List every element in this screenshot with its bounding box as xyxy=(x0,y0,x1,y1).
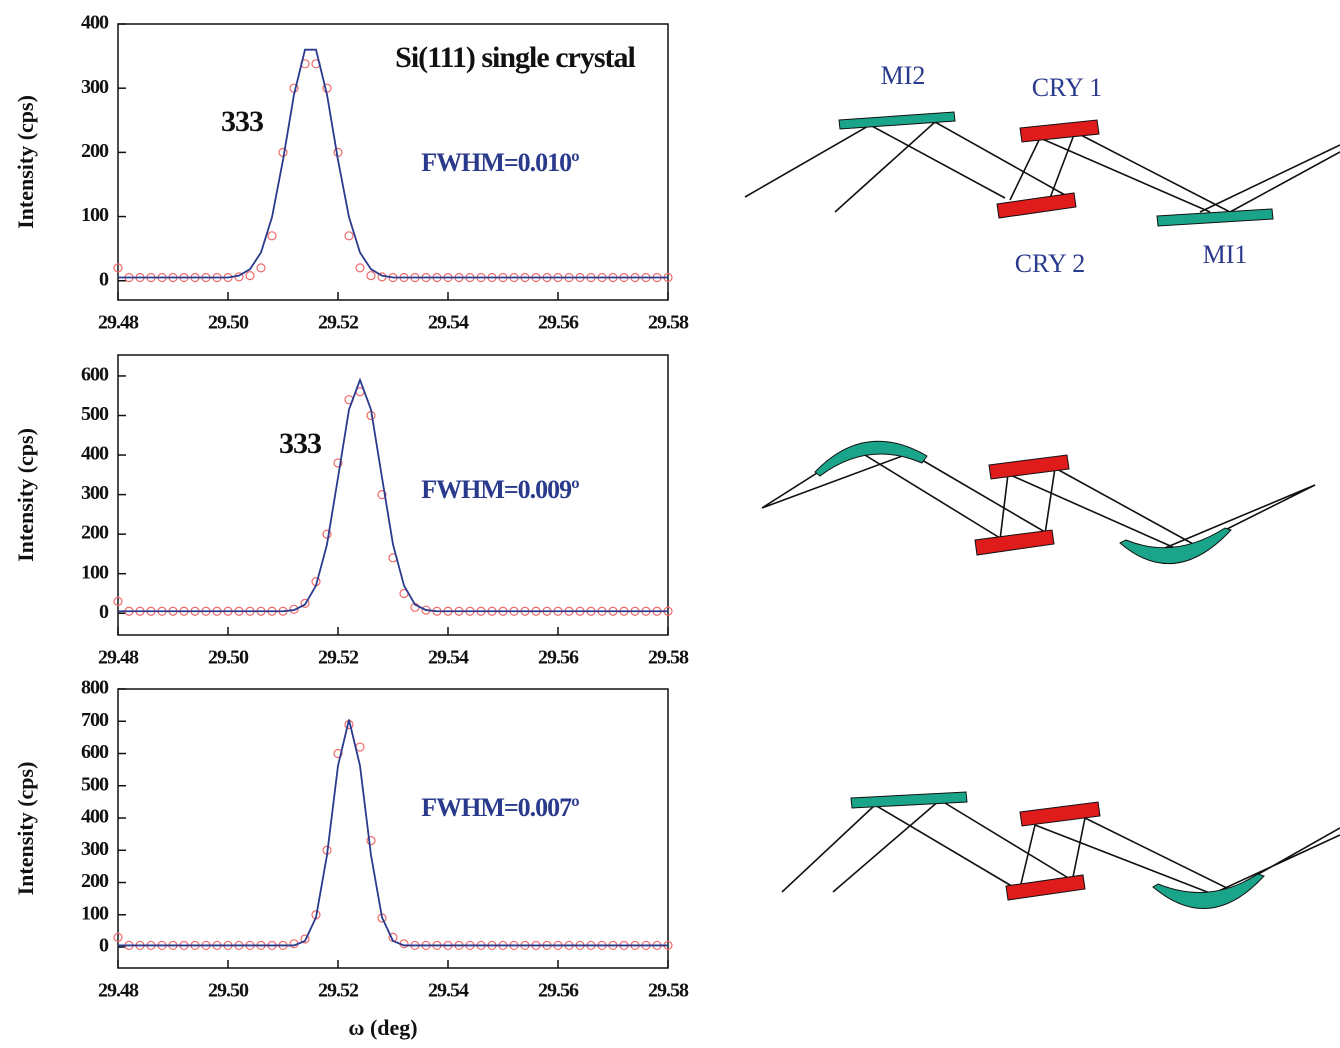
annotation: FWHM=0.009º xyxy=(421,475,579,504)
y-tick-label: 500 xyxy=(81,403,109,425)
data-point xyxy=(377,490,387,500)
data-point xyxy=(113,932,123,942)
crystal xyxy=(974,529,1055,556)
mirror xyxy=(1156,208,1274,227)
y-tick-label: 300 xyxy=(81,482,109,504)
beam-path xyxy=(761,451,1316,551)
crystal xyxy=(1005,874,1086,901)
x-tick-label: 29.50 xyxy=(208,980,249,1002)
y-tick-label: 0 xyxy=(99,935,109,957)
diagram-label: MI2 xyxy=(881,61,926,90)
y-tick-label: 500 xyxy=(81,773,109,795)
y-tick-label: 400 xyxy=(81,806,109,828)
y-tick-label: 600 xyxy=(81,364,109,386)
x-tick-label: 29.48 xyxy=(98,647,139,669)
data-point xyxy=(333,748,343,759)
y-axis-label: Intensity (cps) xyxy=(13,762,38,896)
data-point xyxy=(113,596,123,606)
y-tick-label: 400 xyxy=(81,12,109,34)
x-tick-label: 29.54 xyxy=(428,980,469,1002)
optics-diagram-flat: MI2 CRY 1 CRY 2 MI1 xyxy=(744,61,1340,278)
data-point xyxy=(333,458,343,468)
x-tick-label: 29.48 xyxy=(98,980,139,1002)
x-tick-label: 29.58 xyxy=(648,647,689,669)
x-tick-label: 29.56 xyxy=(538,980,579,1002)
crystal xyxy=(988,454,1070,480)
diagram-label: CRY 1 xyxy=(1032,73,1103,102)
fit-line xyxy=(118,719,668,947)
data-point xyxy=(355,742,365,752)
data-point xyxy=(289,604,299,614)
y-tick-label: 0 xyxy=(99,268,109,290)
x-tick-label: 29.58 xyxy=(648,312,689,334)
annotation: 333 xyxy=(279,427,321,460)
data-point xyxy=(366,835,376,846)
x-tick-label: 29.54 xyxy=(428,647,469,669)
x-tick-label: 29.52 xyxy=(318,312,359,334)
plot-frame xyxy=(117,354,669,636)
y-tick-label: 200 xyxy=(81,522,109,544)
y-tick-label: 200 xyxy=(81,870,109,892)
x-tick-label: 29.56 xyxy=(538,647,579,669)
x-tick-label: 29.48 xyxy=(98,312,139,334)
crystal xyxy=(1019,119,1100,143)
annotation: 333 xyxy=(221,105,263,138)
optics-diagram-mixed xyxy=(781,791,1340,909)
x-tick-label: 29.52 xyxy=(318,647,359,669)
y-tick-label: 300 xyxy=(81,838,109,860)
y-tick-label: 200 xyxy=(81,140,109,162)
annotation: FWHM=0.007º xyxy=(421,793,579,822)
x-tick-label: 29.58 xyxy=(648,980,689,1002)
data-point xyxy=(245,271,255,281)
mirror xyxy=(814,440,928,477)
x-tick-label: 29.56 xyxy=(538,312,579,334)
annotation: Si(111) single crystal xyxy=(395,41,635,74)
data-point xyxy=(113,263,123,273)
y-tick-label: 700 xyxy=(81,709,109,731)
mirror xyxy=(850,791,968,809)
y-tick-label: 100 xyxy=(81,561,109,583)
y-axis-label: Intensity (cps) xyxy=(13,428,38,562)
annotation: FWHM=0.010º xyxy=(421,148,579,177)
y-tick-label: 100 xyxy=(81,204,109,226)
fit-line xyxy=(118,377,668,613)
x-tick-label: 29.50 xyxy=(208,312,249,334)
fit-line xyxy=(118,48,668,279)
x-tick-label: 29.50 xyxy=(208,647,249,669)
x-tick-label: 29.54 xyxy=(428,312,469,334)
y-tick-label: 800 xyxy=(81,677,109,699)
beam-path xyxy=(781,799,1340,896)
y-tick-label: 300 xyxy=(81,76,109,98)
data-point xyxy=(355,263,365,273)
data-point xyxy=(344,231,354,241)
diagram-label: MI1 xyxy=(1203,240,1248,269)
mirror xyxy=(1152,873,1265,909)
data-point xyxy=(300,934,310,944)
x-axis-label: ω (deg) xyxy=(348,1015,417,1040)
plot-frame xyxy=(117,688,669,969)
y-tick-label: 600 xyxy=(81,741,109,763)
mirror xyxy=(838,111,956,130)
crystal xyxy=(1019,801,1101,827)
mirror xyxy=(1119,527,1232,565)
data-point xyxy=(300,598,310,608)
y-tick-label: 400 xyxy=(81,443,109,465)
y-axis-label: Intensity (cps) xyxy=(13,95,38,229)
data-point xyxy=(322,529,332,539)
plot-frame xyxy=(117,23,669,301)
diagram-label: CRY 2 xyxy=(1015,249,1086,278)
beam-path xyxy=(744,121,1340,213)
y-tick-label: 0 xyxy=(99,601,109,623)
x-tick-label: 29.52 xyxy=(318,980,359,1002)
crystal xyxy=(996,192,1077,219)
data-point xyxy=(256,263,266,273)
data-point xyxy=(366,271,376,281)
y-tick-label: 100 xyxy=(81,902,109,924)
optics-diagram-curved xyxy=(761,440,1316,565)
data-point xyxy=(267,231,277,241)
